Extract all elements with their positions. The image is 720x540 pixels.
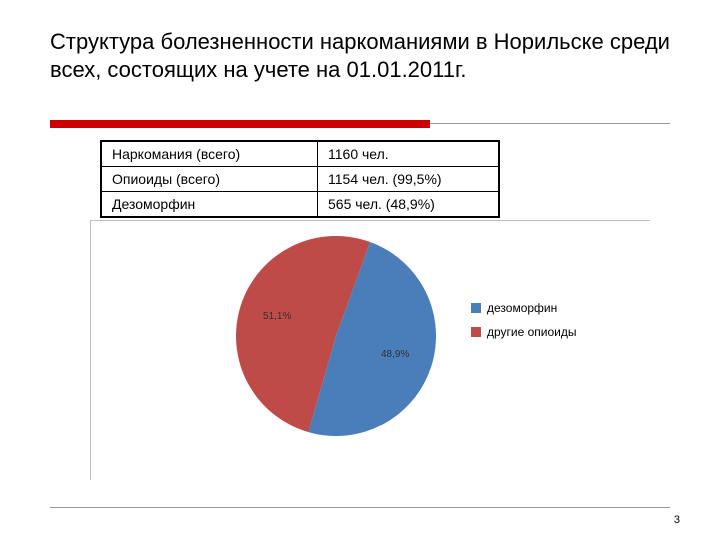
slide: Структура болезненности наркоманиями в Н…: [0, 0, 720, 540]
table-row: Дезоморфин 565 чел. (48,9%): [101, 192, 499, 218]
legend-item: другие опиоиды: [471, 325, 577, 339]
page-title: Структура болезненности наркоманиями в Н…: [50, 28, 670, 83]
cell-label: Опиоиды (всего): [101, 167, 318, 192]
legend-swatch-icon: [471, 303, 481, 313]
cell-label: Наркомания (всего): [101, 141, 318, 167]
bottom-divider: [50, 507, 670, 508]
table-row: Опиоиды (всего) 1154 чел. (99,5%): [101, 167, 499, 192]
legend-item: дезоморфин: [471, 301, 577, 315]
page-number: 3: [674, 514, 680, 526]
legend-swatch-icon: [471, 327, 481, 337]
legend-label: другие опиоиды: [487, 325, 577, 339]
cell-value: 1160 чел.: [318, 141, 500, 167]
pie-slice-label: 51,1%: [263, 311, 291, 322]
pie-slice-label: 48,9%: [381, 349, 409, 360]
legend: дезоморфин другие опиоиды: [471, 301, 577, 349]
cell-value: 565 чел. (48,9%): [318, 192, 500, 218]
cell-value: 1154 чел. (99,5%): [318, 167, 500, 192]
pie-svg: [236, 236, 436, 436]
legend-label: дезоморфин: [487, 301, 557, 315]
data-table: Наркомания (всего) 1160 чел. Опиоиды (вс…: [100, 140, 500, 218]
table-row: Наркомания (всего) 1160 чел.: [101, 141, 499, 167]
top-divider: [430, 123, 670, 124]
pie-chart: дезоморфин другие опиоиды 48,9% 51,1%: [90, 220, 650, 480]
accent-rule: [50, 120, 430, 128]
cell-label: Дезоморфин: [101, 192, 318, 218]
